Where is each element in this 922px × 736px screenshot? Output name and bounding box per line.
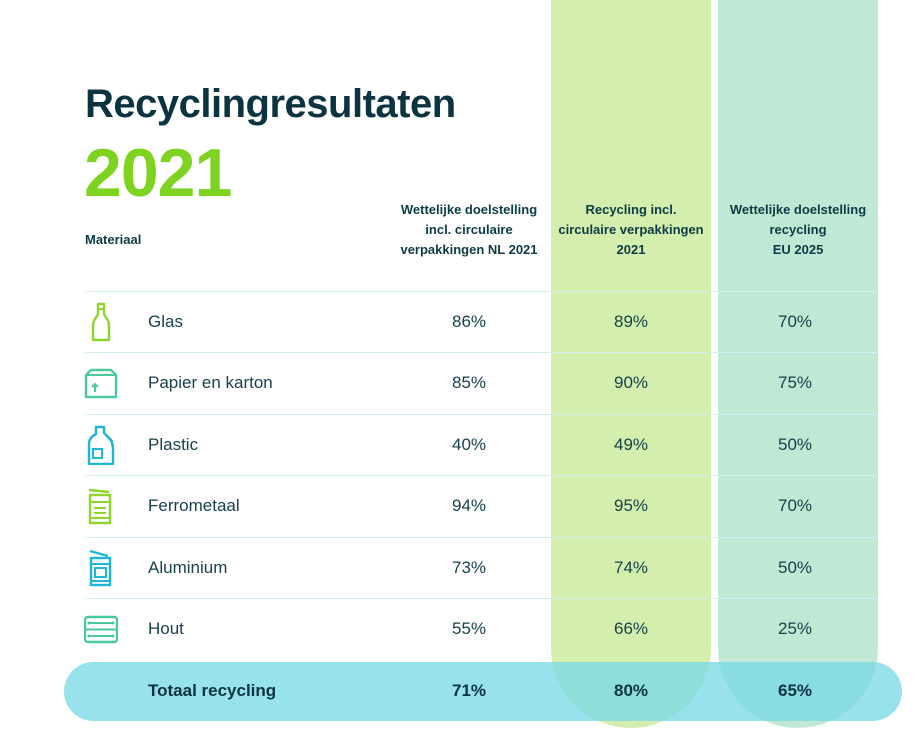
header-eu-target: Wettelijke doelstelling recycling EU 202… [720, 200, 876, 260]
header-line: 2021 [616, 242, 646, 257]
header-line: Wettelijke doelstelling [400, 202, 538, 217]
header-line: incl. circulaire [425, 222, 513, 237]
row-separator [85, 291, 877, 292]
row-separator [85, 537, 877, 538]
header-recycling: Recycling incl. circulaire verpakkingen … [553, 200, 709, 260]
table-row: Ferrometaal 94% 95% 70% [0, 476, 922, 536]
header-line: Wettelijke doelstelling [729, 202, 867, 217]
cell-recycling: 49% [613, 435, 649, 454]
cell-eu-target: 50% [777, 435, 813, 454]
row-material: Hout [148, 619, 184, 638]
recycling-column-highlight [551, 0, 711, 728]
total-recycling: 80% [613, 681, 649, 700]
table-row: Glas 86% 89% 70% [0, 292, 922, 352]
total-row-bar [64, 662, 902, 721]
total-eu-target: 65% [777, 681, 813, 700]
cell-eu-target: 75% [777, 373, 813, 392]
row-separator [85, 475, 877, 476]
cell-eu-target: 70% [777, 312, 813, 331]
tin-can-icon [84, 486, 118, 526]
cell-nl-target: 55% [451, 619, 487, 638]
cell-recycling: 89% [613, 312, 649, 331]
cell-recycling: 66% [613, 619, 649, 638]
page-title: Recyclingresultaten [85, 82, 456, 126]
row-material: Plastic [148, 435, 199, 454]
header-line: circulaire verpakkingen [558, 222, 704, 237]
header-nl-target: Wettelijke doelstelling incl. circulaire… [390, 200, 548, 260]
table-row: Aluminium 73% 74% 50% [0, 538, 922, 598]
total-label: Totaal recycling [148, 681, 277, 700]
row-material: Glas [148, 312, 183, 331]
bottle-icon [84, 302, 118, 342]
row-material: Papier en karton [148, 373, 273, 392]
page-year: 2021 [84, 135, 232, 211]
wooden-crate-icon [84, 609, 118, 649]
cell-recycling: 90% [613, 373, 649, 392]
aluminium-can-icon [84, 548, 118, 588]
cell-nl-target: 40% [451, 435, 487, 454]
row-material: Ferrometaal [148, 496, 240, 515]
header-line: EU 2025 [772, 242, 824, 257]
header-material: Materiaal [85, 232, 142, 247]
cell-nl-target: 94% [451, 496, 487, 515]
cell-eu-target: 25% [777, 619, 813, 638]
cell-eu-target: 70% [777, 496, 813, 515]
header-line: recycling [769, 222, 827, 237]
box-icon [84, 363, 118, 403]
total-nl-target: 71% [451, 681, 487, 700]
table-row: Papier en karton 85% 90% 75% [0, 353, 922, 413]
cell-nl-target: 85% [451, 373, 487, 392]
row-separator [85, 598, 877, 599]
header-line: verpakkingen NL 2021 [400, 242, 538, 257]
row-separator [85, 352, 877, 353]
header-line: Recycling incl. [585, 202, 677, 217]
cell-recycling: 95% [613, 496, 649, 515]
table-row: Hout 55% 66% 25% [0, 599, 922, 659]
cell-nl-target: 86% [451, 312, 487, 331]
plastic-bottle-icon [84, 425, 118, 465]
eu-target-column-highlight [718, 0, 878, 728]
cell-nl-target: 73% [451, 558, 487, 577]
row-separator [85, 414, 877, 415]
cell-eu-target: 50% [777, 558, 813, 577]
row-material: Aluminium [148, 558, 228, 577]
table-row: Plastic 40% 49% 50% [0, 415, 922, 475]
cell-recycling: 74% [613, 558, 649, 577]
